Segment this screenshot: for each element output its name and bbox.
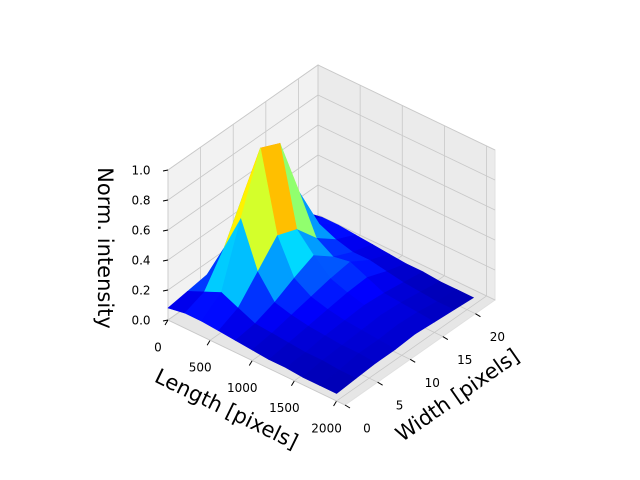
grid-line: [167, 319, 346, 406]
grid-line: [317, 184, 496, 271]
x-tick: [164, 319, 169, 326]
x-tick-label: 2000: [311, 421, 342, 435]
z-tick: [162, 229, 169, 232]
y-tick-label: 15: [457, 353, 472, 367]
z-tick-label: 1.0: [131, 164, 150, 178]
grid-line: [167, 64, 319, 171]
z-tick: [162, 289, 169, 292]
z-tick-label: 0.0: [131, 314, 150, 328]
surface-cell: [319, 369, 357, 394]
z-tick: [162, 169, 169, 172]
z-tick: [162, 199, 169, 202]
grid-line: [317, 94, 496, 181]
y-tick-label: 20: [490, 330, 505, 344]
grid-line: [317, 214, 496, 301]
y-tick: [442, 336, 449, 340]
y-tick: [344, 404, 351, 409]
grid-line: [336, 295, 487, 402]
grid-line: [317, 154, 496, 241]
y-tick: [377, 381, 383, 386]
z-tick-label: 0.4: [131, 254, 150, 268]
z-tick-label: 0.6: [131, 224, 150, 238]
grid-line: [167, 94, 319, 201]
grid-line: [317, 64, 496, 151]
y-tick-label: 5: [396, 399, 404, 413]
z-tick: [162, 319, 169, 322]
z-tick-label: 0.8: [131, 194, 150, 208]
x-tick: [333, 400, 338, 407]
grid-line: [317, 124, 496, 211]
y-tick: [409, 358, 416, 363]
x-tick-label: 500: [189, 361, 212, 375]
x-tick-label: 1000: [227, 381, 258, 395]
y-tick-label: 10: [425, 376, 440, 390]
z-tick-label: 0.2: [131, 284, 150, 298]
x-tick: [248, 360, 253, 366]
grid-line: [167, 124, 319, 231]
x-tick-label: 1500: [269, 401, 300, 415]
y-tick: [475, 313, 481, 318]
y-tick-label: 0: [363, 422, 371, 436]
x-tick: [290, 380, 295, 386]
x-tick-label: 0: [154, 341, 162, 355]
x-tick: [206, 339, 211, 346]
z-axis-label: Norm. intensity: [93, 167, 117, 329]
z-tick: [162, 259, 169, 262]
